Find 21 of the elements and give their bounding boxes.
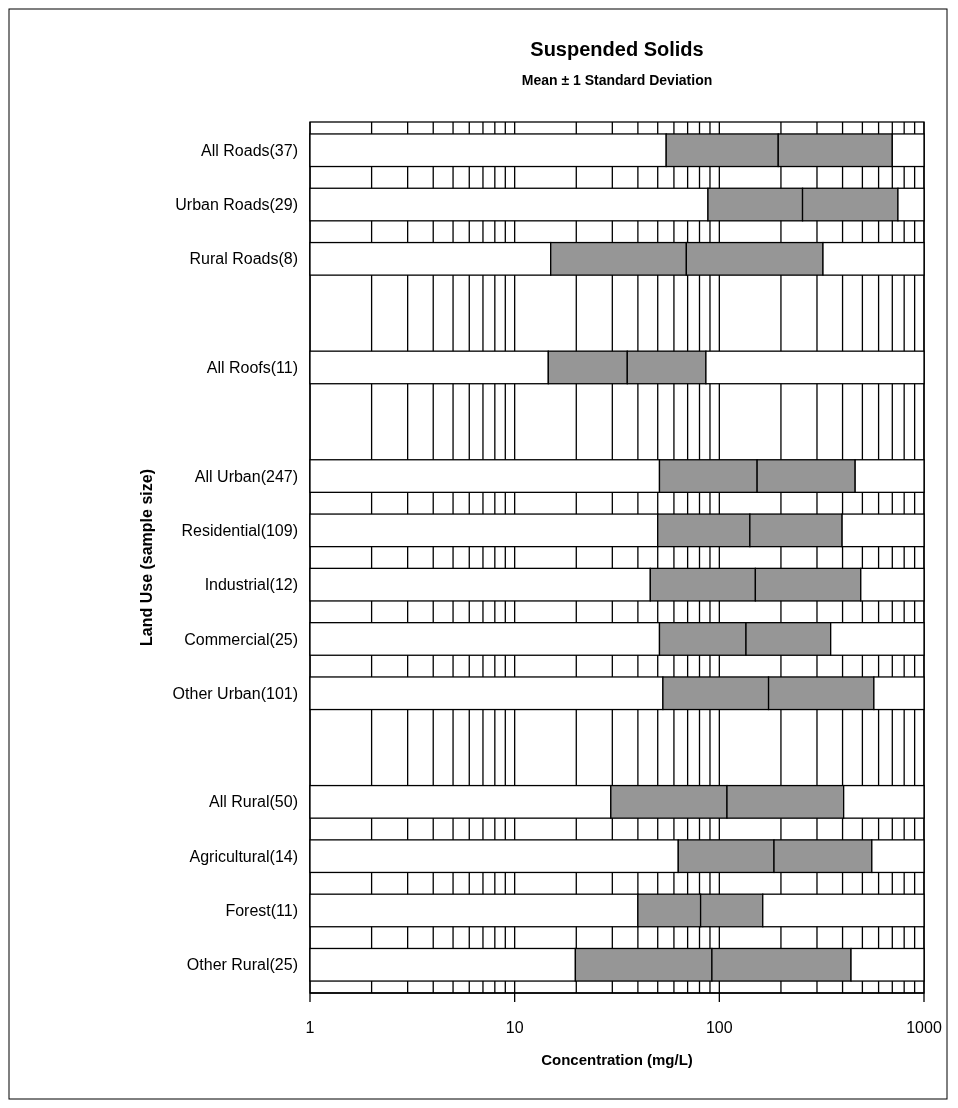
y-tick-label: Residential(109): [181, 521, 298, 539]
x-tick-label: 100: [705, 1019, 733, 1036]
x-axis-title: Concentration (mg/L): [541, 1051, 693, 1068]
x-tick-label: 1000: [906, 1019, 942, 1036]
y-tick-label: Other Rural(25): [186, 956, 298, 974]
y-tick-label: All Roofs(11): [206, 359, 298, 377]
y-axis-title: Land Use (sample size): [138, 469, 155, 646]
y-tick-label: All Rural(50): [209, 793, 298, 811]
y-tick-label: Other Urban(101): [172, 684, 298, 702]
y-tick-label: Industrial(12): [204, 576, 298, 594]
x-tick-label: 1: [305, 1019, 315, 1036]
y-tick-label: Urban Roads(29): [175, 196, 298, 214]
y-tick-label: Forest(11): [225, 902, 298, 920]
y-tick-label: Agricultural(14): [189, 847, 298, 865]
x-tick-label: 10: [505, 1019, 524, 1036]
y-tick-label: Rural Roads(8): [189, 250, 298, 268]
chart-subtitle: Mean ± 1 Standard Deviation: [521, 72, 713, 88]
y-tick-label: Commercial(25): [184, 630, 298, 648]
y-tick-label: All Roads(37): [201, 141, 298, 159]
chart-title: Suspended Solids: [530, 38, 704, 60]
y-tick-label: All Urban(247): [194, 467, 298, 485]
